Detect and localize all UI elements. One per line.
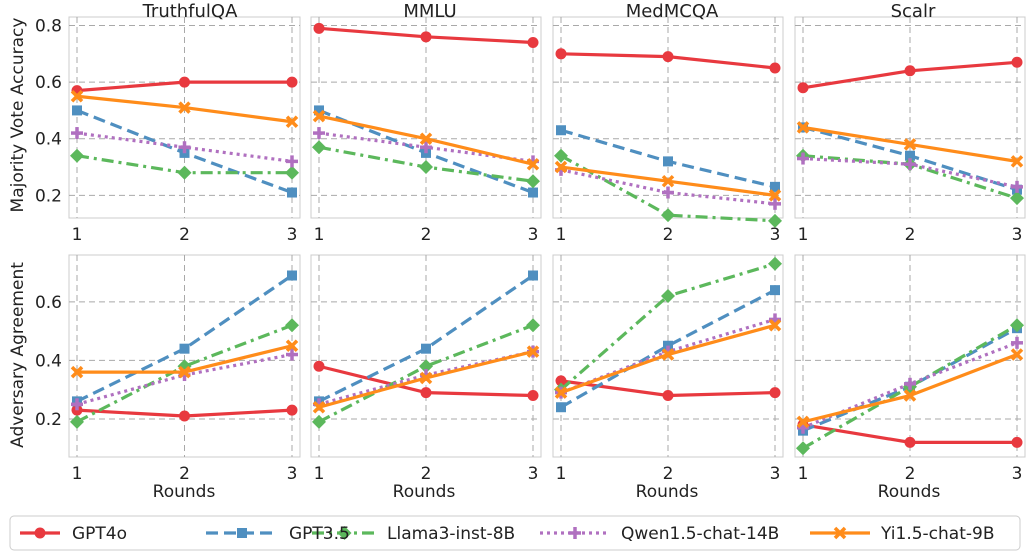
x-tick-label: 1 <box>314 464 325 484</box>
y-tick-label: 0.4 <box>35 130 62 150</box>
y-tick-label: 0.6 <box>35 73 62 93</box>
panel-1-2: 1 2 3 <box>553 255 783 484</box>
x-tick-label: 3 <box>770 464 781 484</box>
panel-0-2: 1 2 3 <box>553 17 783 245</box>
panel-0-3: 1 2 3 <box>795 17 1025 245</box>
panel-0-0: 0.2 0.4 0.6 0.8 1 2 3 <box>35 16 300 245</box>
x-tick-label: 2 <box>179 464 190 484</box>
data-point-gpt4o <box>770 62 781 73</box>
x-axis-label-1: Rounds <box>153 482 216 502</box>
data-point-gpt4o <box>663 390 674 401</box>
x-tick-label: 3 <box>528 464 539 484</box>
legend-label-qwen: Qwen1.5-chat-14B <box>621 524 779 544</box>
y-axis-label-bottom: Adversary Agreement <box>8 262 28 448</box>
x-tick-label: 2 <box>421 225 432 245</box>
legend-label-gpt4o: GPT4o <box>72 524 127 544</box>
x-tick-label: 2 <box>421 464 432 484</box>
data-point-gpt3-5 <box>72 105 82 115</box>
y-tick-label: 0.4 <box>35 351 62 371</box>
data-point-gpt4o <box>287 405 298 416</box>
y-tick-label: 0.2 <box>35 410 62 430</box>
data-point-gpt3-5 <box>528 188 538 198</box>
x-tick-label: 3 <box>528 225 539 245</box>
data-point-gpt4o <box>770 387 781 398</box>
x-tick-label: 2 <box>179 225 190 245</box>
data-point-gpt3-5 <box>287 270 297 280</box>
data-point-gpt4o <box>179 411 190 422</box>
y-tick-label: 0.2 <box>35 186 62 206</box>
x-tick-label: 2 <box>905 225 916 245</box>
data-point-gpt4o <box>1012 437 1023 448</box>
data-point-gpt4o <box>528 37 539 48</box>
x-tick-label: 1 <box>798 464 809 484</box>
x-tick-label: 1 <box>556 225 567 245</box>
data-point-gpt4o <box>421 387 432 398</box>
data-point-gpt3-5 <box>180 344 190 354</box>
panel-0-1: 1 2 3 <box>311 17 541 245</box>
data-point-gpt4o <box>905 65 916 76</box>
x-tick-label: 1 <box>798 225 809 245</box>
y-tick-label: 0.6 <box>35 293 62 313</box>
panel-1-3: 1 2 3 <box>795 255 1025 484</box>
data-point-gpt3-5 <box>528 270 538 280</box>
panel-1-0: 0.2 0.4 0.6 1 2 3 <box>35 255 300 484</box>
x-axis-label-4: Rounds <box>878 482 941 502</box>
data-point-gpt3-5 <box>770 285 780 295</box>
data-point-gpt4o <box>314 23 325 34</box>
x-tick-label: 3 <box>770 225 781 245</box>
panel-title-mmlu: MMLU <box>403 1 456 22</box>
data-point-gpt3-5 <box>287 188 297 198</box>
panel-title-medmcqa: MedMCQA <box>626 1 719 22</box>
legend: GPT4o GPT3.5 Llama3-inst-8B Qwen1.5-chat… <box>10 516 1020 550</box>
x-axis-label-3: Rounds <box>636 482 699 502</box>
data-point-gpt4o <box>905 437 916 448</box>
x-tick-label: 1 <box>556 464 567 484</box>
panel-title-truthfulqa: TruthfulQA <box>142 1 239 22</box>
y-tick-label: 0.8 <box>35 16 62 36</box>
x-tick-label: 2 <box>663 464 674 484</box>
data-point-gpt4o <box>287 77 298 88</box>
data-point-gpt4o <box>314 361 325 372</box>
x-tick-label: 3 <box>287 225 298 245</box>
data-point-gpt3-5 <box>421 344 431 354</box>
x-axis-label-2: Rounds <box>393 482 456 502</box>
panel-1-1: 1 2 3 <box>311 255 541 484</box>
data-point-gpt3-5 <box>556 125 566 135</box>
y-axis-label-top: Majority Vote Accuracy <box>8 18 28 213</box>
data-point-gpt4o <box>1012 57 1023 68</box>
data-point-gpt3-5 <box>663 156 673 166</box>
legend-marker-gpt4o <box>35 528 46 539</box>
legend-label-yi: Yi1.5-chat-9B <box>880 524 995 544</box>
x-tick-label: 1 <box>72 225 83 245</box>
data-point-gpt3-5 <box>556 402 566 412</box>
legend-label-gpt35: GPT3.5 <box>289 524 350 544</box>
x-tick-label: 3 <box>1012 464 1023 484</box>
x-tick-label: 2 <box>663 225 674 245</box>
x-tick-label: 3 <box>287 464 298 484</box>
data-point-gpt4o <box>663 51 674 62</box>
x-tick-label: 1 <box>314 225 325 245</box>
data-point-gpt4o <box>179 77 190 88</box>
data-point-gpt4o <box>556 48 567 59</box>
x-tick-label: 1 <box>72 464 83 484</box>
x-tick-label: 3 <box>1012 225 1023 245</box>
data-point-gpt4o <box>421 31 432 42</box>
legend-marker-gpt3-5 <box>237 528 247 538</box>
x-tick-label: 2 <box>905 464 916 484</box>
panel-title-scalr: Scalr <box>891 1 936 22</box>
data-point-gpt4o <box>798 82 809 93</box>
legend-label-llama3: Llama3-inst-8B <box>387 524 515 544</box>
data-point-gpt4o <box>528 390 539 401</box>
